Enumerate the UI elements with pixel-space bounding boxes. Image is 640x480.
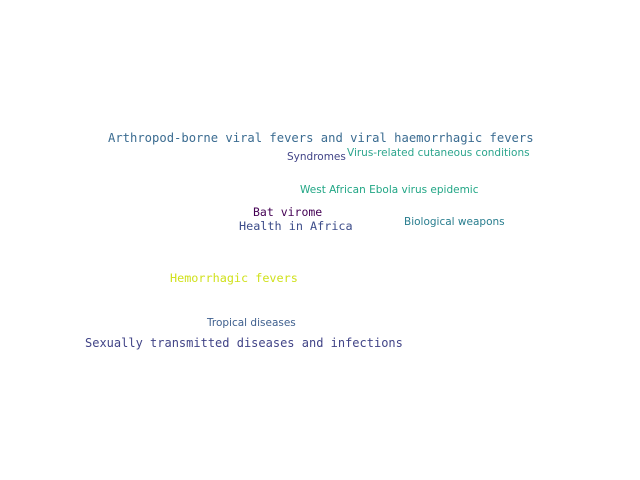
word-bat-virome: Bat virome [253, 205, 323, 219]
word-sexually-transmitted-diseases: Sexually transmitted diseases and infect… [85, 336, 403, 350]
word-arthropod-borne-viral-fevers: Arthropod-borne viral fevers and viral h… [108, 131, 534, 145]
word-health-in-africa: Health in Africa [239, 219, 353, 233]
word-hemorrhagic-fevers: Hemorrhagic fevers [170, 271, 298, 285]
word-tropical-diseases: Tropical diseases [207, 317, 296, 329]
word-biological-weapons: Biological weapons [404, 216, 505, 228]
word-virus-related-cutaneous-conditions: Virus-related cutaneous conditions [347, 147, 530, 159]
word-west-african-ebola-epidemic: West African Ebola virus epidemic [300, 184, 479, 196]
word-syndromes: Syndromes [287, 151, 346, 163]
